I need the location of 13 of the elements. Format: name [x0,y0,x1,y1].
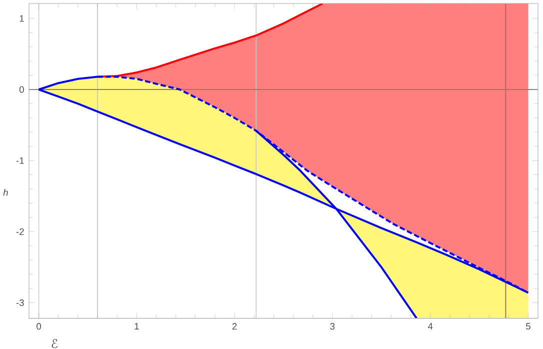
y-tick-label: 0 [19,86,24,93]
y-axis-title: h [3,189,8,196]
y-tick-label: -3 [16,299,24,306]
x-axis-title: ℰ [52,339,58,348]
y-tick-label: 1 [20,15,24,22]
x-tick-label: 0 [36,323,42,330]
x-tick-label: 5 [526,323,530,330]
x-tick-label: 4 [428,323,433,330]
x-tick-label: 2 [232,323,237,330]
y-tick-label: -2 [16,228,24,235]
x-tick-label: 3 [330,323,335,330]
y-tick-label: -1 [16,157,24,164]
x-tick-label: 1 [134,323,139,330]
